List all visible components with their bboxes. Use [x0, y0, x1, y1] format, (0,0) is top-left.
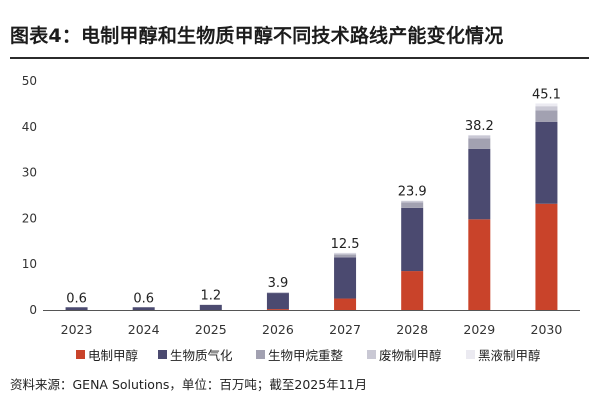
source-note: 资料来源：GENA Solutions，单位：百万吨；截至2025年11月: [10, 377, 368, 392]
x-tick-label: 2025: [195, 322, 227, 337]
y-tick-label: 0: [29, 303, 37, 317]
x-tick-label: 2027: [329, 322, 361, 337]
legend-item: 生物甲烷重整: [256, 345, 343, 364]
total-label: 12.5: [331, 237, 360, 252]
bar-segment: [334, 254, 357, 258]
bar-segment: [334, 252, 357, 254]
bar-segment: [535, 103, 558, 107]
y-tick-label: 40: [22, 120, 37, 134]
title-divider: [10, 57, 589, 59]
legend-item: 生物质气化: [158, 345, 233, 364]
x-tick-label: 2026: [262, 322, 294, 337]
bar-segment: [401, 271, 424, 310]
legend-label: 生物甲烷重整: [268, 348, 344, 363]
total-label: 0.6: [66, 291, 87, 306]
bar-segment: [401, 202, 424, 208]
bar-segment: [266, 309, 289, 310]
bar-segment: [468, 135, 491, 139]
bar-segment: [132, 307, 155, 310]
y-tick-label: 50: [22, 74, 37, 88]
bar-segment: [468, 219, 491, 310]
total-label: 3.9: [268, 276, 289, 291]
legend-label: 电制甲醇: [88, 348, 139, 363]
bar-segment: [468, 135, 491, 136]
legend-label: 生物质气化: [170, 348, 233, 363]
legend-label: 黑液制甲醇: [478, 348, 541, 363]
y-tick-label: 20: [22, 211, 37, 225]
bar-segment: [468, 138, 491, 149]
chart-legend: 电制甲醇 生物质气化 生物甲烷重整 废物制甲醇 黑液制甲醇: [0, 345, 599, 363]
y-tick-label: 30: [22, 166, 37, 180]
bar-segment: [65, 307, 88, 310]
bar-segment: [334, 253, 357, 255]
bar-segment: [199, 304, 222, 306]
legend-swatch: [76, 350, 85, 359]
total-label: 38.2: [465, 119, 494, 134]
chart-title: 图表4：电制甲醇和生物质甲醇不同技术路线产能变化情况: [10, 25, 504, 47]
bar-segment: [535, 106, 558, 111]
x-tick-label: 2024: [128, 322, 160, 337]
x-tick-label: 2029: [463, 322, 495, 337]
legend-label: 废物制甲醇: [379, 348, 442, 363]
bar-segment: [334, 257, 357, 299]
legend-swatch: [367, 350, 376, 359]
bar-segment: [401, 200, 424, 203]
x-tick-label: 2028: [396, 322, 428, 337]
bar-segment: [266, 292, 289, 294]
legend-item: 电制甲醇: [76, 345, 138, 364]
legend-swatch: [256, 350, 265, 359]
total-label: 45.1: [532, 87, 561, 102]
total-label: 0.6: [133, 291, 154, 306]
bar-segment: [401, 207, 424, 272]
y-tick-label: 10: [22, 257, 37, 271]
x-tick-label: 2030: [531, 322, 563, 337]
legend-item: 黑液制甲醇: [466, 345, 541, 364]
legend-swatch: [158, 350, 167, 359]
bar-segment: [468, 148, 491, 220]
stacked-bar-chart: 010203040500.620230.620241.220253.920261…: [22, 74, 580, 337]
bar-segment: [535, 203, 558, 310]
x-tick-label: 2023: [61, 322, 93, 337]
bar-segment: [535, 110, 558, 122]
total-label: 1.2: [200, 289, 221, 304]
total-label: 23.9: [398, 185, 427, 200]
bar-segment: [535, 121, 558, 204]
bar-segment: [199, 304, 222, 310]
legend-item: 废物制甲醇: [367, 345, 442, 364]
legend-swatch: [466, 350, 475, 359]
bar-segment: [334, 298, 357, 310]
bar-segment: [266, 293, 289, 310]
bar-segment: [401, 200, 424, 202]
